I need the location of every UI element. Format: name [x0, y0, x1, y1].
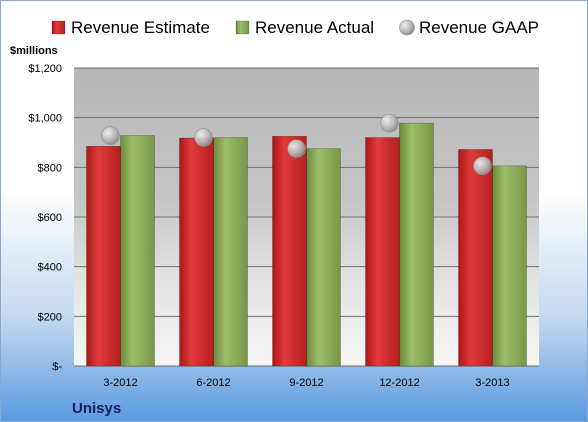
marker-revenue-gaap	[473, 156, 492, 176]
x-axis: 3-2012 6-2012 9-2012 12-2012 3-2013	[103, 377, 509, 389]
bar-series	[86, 122, 527, 367]
marker-revenue-gaap	[194, 128, 213, 147]
gaap-markers	[101, 113, 492, 176]
bar-revenue-estimate	[365, 137, 400, 367]
x-tick-label: 3-2012	[103, 377, 137, 389]
legend-swatch-revenue-actual	[235, 20, 250, 35]
company-label: Unisys	[72, 400, 121, 417]
bar-revenue-estimate	[458, 149, 493, 367]
y-axis: $- $200 $400 $600 $800 $1,000 $1,200	[28, 63, 62, 373]
marker-revenue-gaap	[101, 126, 120, 145]
bar-revenue-actual	[492, 165, 527, 367]
x-tick-label: 6-2012	[196, 377, 230, 389]
x-tick-label: 12-2012	[379, 377, 419, 389]
y-tick-label: $600	[38, 212, 62, 224]
legend-swatch-revenue-gaap	[399, 19, 415, 36]
y-unit-label: $millions	[10, 45, 58, 57]
bar-revenue-actual	[213, 137, 248, 367]
bar-revenue-estimate	[86, 145, 121, 367]
y-tick-label: $1,200	[28, 63, 62, 75]
y-tick-label: $1,000	[28, 113, 62, 125]
legend-label-revenue-estimate: Revenue Estimate	[71, 18, 210, 37]
legend-label-revenue-gaap: Revenue GAAP	[419, 18, 539, 37]
y-tick-label: $200	[38, 311, 62, 323]
y-tick-label: $800	[38, 162, 62, 174]
bar-revenue-estimate	[272, 135, 307, 367]
bar-revenue-actual	[306, 148, 341, 367]
x-tick-label: 3-2013	[475, 377, 509, 389]
legend-label-revenue-actual: Revenue Actual	[255, 18, 374, 37]
y-tick-label: $-	[52, 361, 62, 373]
legend-swatch-revenue-estimate	[51, 20, 66, 35]
bar-revenue-estimate	[179, 137, 214, 367]
x-tick-label: 9-2012	[289, 377, 323, 389]
legend: Revenue Estimate Revenue Actual Revenue GA…	[51, 18, 539, 37]
bar-revenue-actual	[399, 122, 434, 367]
bar-revenue-actual	[120, 135, 155, 367]
y-tick-label: $400	[38, 262, 62, 274]
marker-revenue-gaap	[287, 139, 306, 159]
marker-revenue-gaap	[380, 113, 399, 133]
